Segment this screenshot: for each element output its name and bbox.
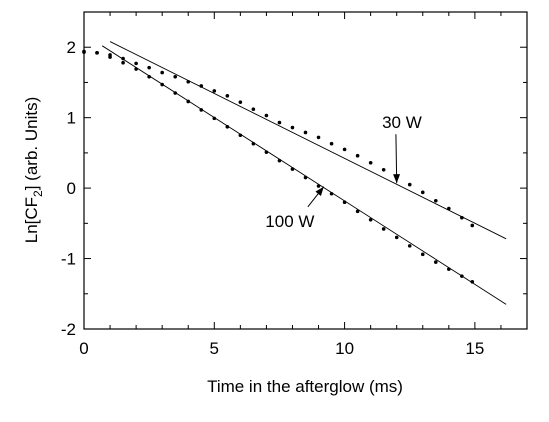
data-point <box>290 125 295 130</box>
data-point <box>407 182 412 187</box>
data-point <box>316 135 321 140</box>
data-point <box>199 84 204 88</box>
data-point <box>470 280 475 284</box>
y-axis-label: Ln[CF2] (arb. Units) <box>22 97 45 244</box>
data-point <box>238 100 243 104</box>
data-point <box>394 235 399 240</box>
data-point <box>134 67 138 71</box>
fit-line <box>109 41 507 240</box>
data-point <box>290 167 295 171</box>
data-point <box>108 55 112 59</box>
data-point <box>433 198 438 203</box>
x-axis-label: Time in the afterglow (ms) <box>207 377 403 396</box>
data-point <box>342 147 347 152</box>
y-tick-label: -2 <box>61 320 76 339</box>
fit-lines <box>101 41 507 305</box>
data-point <box>199 108 204 112</box>
annotation-arrowhead <box>315 186 324 196</box>
data-point <box>303 175 308 180</box>
y-axis-label-part: Ln[CF <box>22 197 41 243</box>
annotation-label: 100 W <box>265 212 314 231</box>
data-point <box>225 125 230 129</box>
y-tick-label: 0 <box>67 179 76 198</box>
x-tick-label: 10 <box>335 339 354 358</box>
data-point <box>447 267 451 271</box>
data-points <box>82 49 475 284</box>
data-point <box>368 218 373 222</box>
x-tick-label: 5 <box>210 339 219 358</box>
data-point <box>212 89 217 93</box>
data-point <box>238 133 243 138</box>
data-point <box>368 160 373 165</box>
annotation-label: 30 W <box>382 113 422 132</box>
y-tick-label: 1 <box>67 109 76 128</box>
y-axis-label-subscript: 2 <box>31 190 45 197</box>
data-point <box>82 49 86 54</box>
data-point <box>173 75 178 79</box>
data-point <box>251 141 256 146</box>
data-point <box>264 113 269 118</box>
data-point <box>460 274 464 278</box>
data-point <box>264 150 269 154</box>
y-tick-label: 2 <box>67 38 76 57</box>
data-point <box>303 130 308 135</box>
data-point <box>381 227 386 231</box>
x-tick-label: 15 <box>465 339 484 358</box>
data-point <box>329 191 334 196</box>
data-point <box>212 116 217 121</box>
data-point <box>173 91 178 95</box>
data-point <box>329 141 334 146</box>
data-point <box>470 223 475 228</box>
data-point <box>121 60 125 65</box>
annotation-arrowhead <box>393 174 401 184</box>
data-point <box>420 252 425 257</box>
axis-ticks: 0 5 10 15 -2 -1 0 1 2 <box>61 11 528 358</box>
data-point <box>460 215 464 220</box>
data-point <box>160 70 164 75</box>
data-point <box>147 65 151 70</box>
data-point <box>186 99 191 104</box>
x-tick-label: 0 <box>79 339 88 358</box>
fit-line <box>101 45 507 305</box>
data-point <box>134 61 138 66</box>
y-tick-label: -1 <box>61 250 76 269</box>
data-point <box>121 56 125 61</box>
y-axis-label-part: ] (arb. Units) <box>22 97 41 191</box>
data-point <box>433 260 438 264</box>
data-point <box>160 82 164 87</box>
data-point <box>251 107 256 112</box>
data-point <box>277 120 282 125</box>
data-point <box>407 244 412 248</box>
data-point <box>342 200 347 204</box>
data-point <box>381 167 386 172</box>
data-point <box>225 94 230 98</box>
data-point <box>186 79 191 84</box>
data-point <box>316 184 321 188</box>
data-point <box>277 158 282 163</box>
data-point <box>95 51 99 55</box>
annotations: 30 W 100 W <box>265 113 421 231</box>
data-point <box>355 153 360 158</box>
data-point <box>420 190 425 195</box>
data-point <box>447 206 451 211</box>
plot-frame <box>83 11 528 330</box>
data-point <box>355 209 360 214</box>
data-point <box>147 75 151 79</box>
